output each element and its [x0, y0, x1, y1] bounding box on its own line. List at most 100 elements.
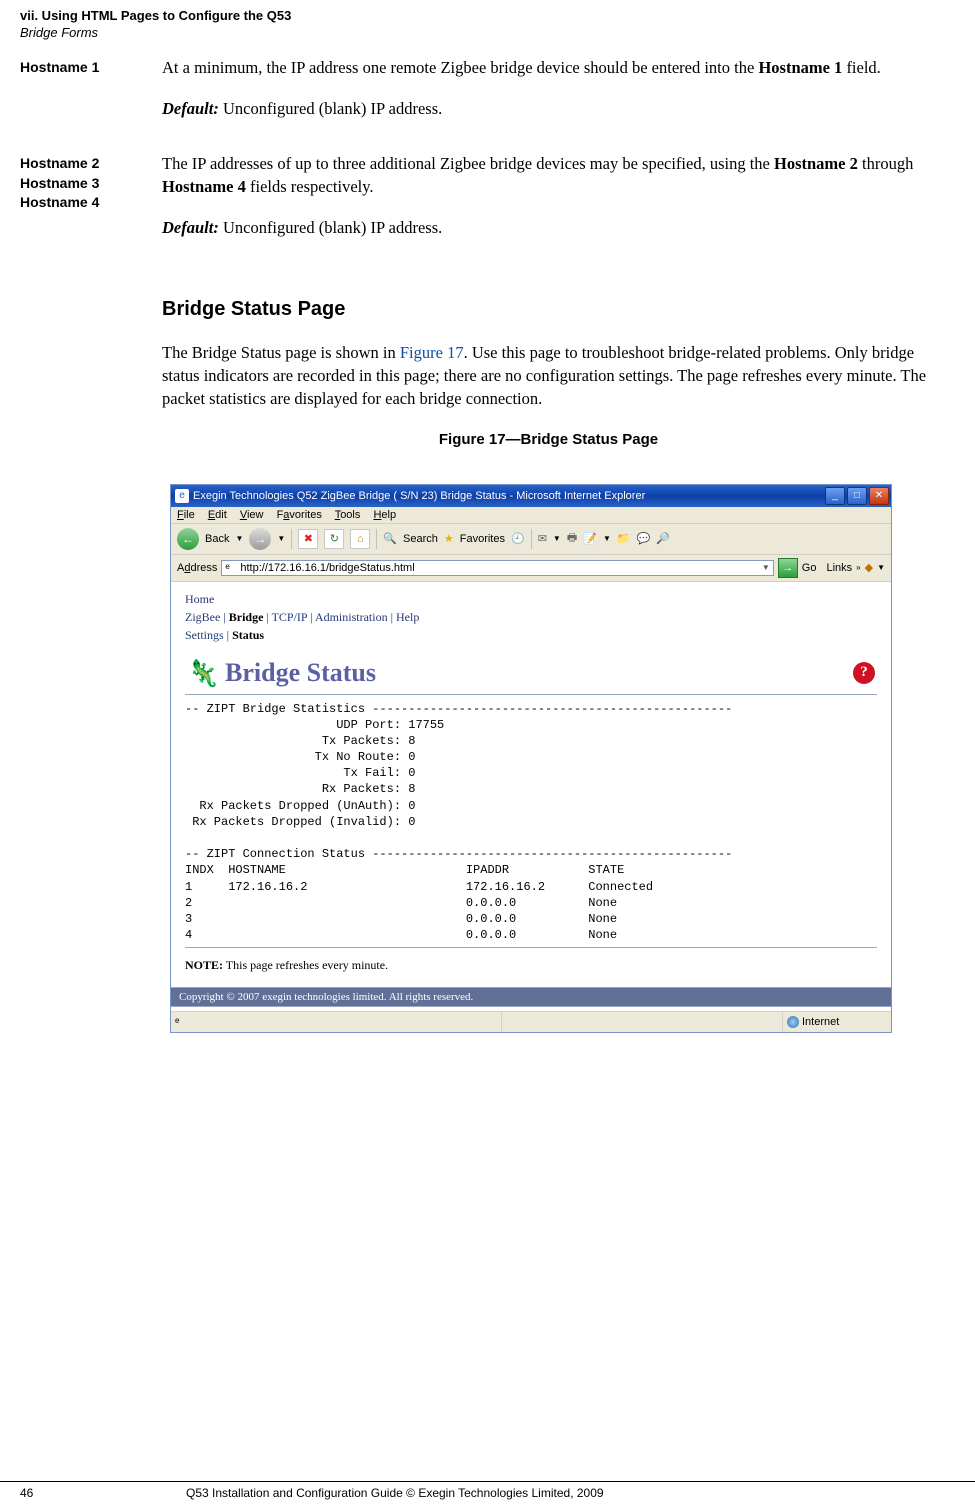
status-mid [502, 1012, 783, 1032]
crumb-status[interactable]: Status [232, 628, 264, 642]
address-url: http://172.16.16.1/bridgeStatus.html [240, 562, 414, 574]
folder-icon[interactable]: 📁 [617, 532, 631, 545]
norton-icon[interactable]: ◆ [865, 561, 873, 574]
bridge-status-header: 🦎 Bridge Status ? [185, 658, 877, 694]
page-icon: e [225, 562, 237, 574]
crumb-bridge[interactable]: Bridge [229, 610, 264, 624]
back-dropdown-icon[interactable]: ▼ [235, 534, 243, 543]
status-zone: Internet [783, 1012, 891, 1032]
refresh-note: NOTE: This page refreshes every minute. [185, 947, 877, 983]
hostname234-default: Default: Unconfigured (blank) IP address… [162, 216, 935, 239]
ie-icon: e [175, 489, 189, 503]
page-header-line2: Bridge Forms [20, 25, 955, 42]
status-zone-text: Internet [802, 1016, 839, 1028]
edit-dropdown-icon[interactable]: ▼ [603, 534, 611, 543]
bridge-status-paragraph: The Bridge Status page is shown in Figur… [162, 341, 935, 410]
note-rest: This page refreshes every minute. [223, 958, 388, 972]
hostname1-text-c: field. [842, 58, 881, 77]
page-number: 46 [20, 1486, 60, 1500]
edit-icon[interactable]: 📝 [583, 532, 597, 545]
hostname1-default-text: Unconfigured (blank) IP address. [219, 99, 442, 118]
favorites-icon[interactable]: ★ [444, 532, 454, 545]
back-button[interactable]: ← [177, 528, 199, 550]
mail-icon[interactable]: ✉ [538, 532, 547, 545]
toolbar-separator-3 [531, 529, 532, 549]
hostname234-paragraph: The IP addresses of up to three addition… [162, 152, 935, 198]
history-icon[interactable]: 🕘 [511, 532, 525, 545]
crumb-settings[interactable]: Settings [185, 628, 224, 642]
go-button[interactable]: → [778, 558, 798, 578]
address-field[interactable]: e http://172.16.16.1/bridgeStatus.html ▼ [221, 560, 773, 576]
research-icon[interactable]: 🔎 [656, 532, 670, 545]
breadcrumb: Home ZigBee | Bridge | TCP/IP | Administ… [185, 590, 877, 644]
home-button[interactable]: ⌂ [350, 529, 370, 549]
menu-tools[interactable]: Tools [335, 509, 361, 521]
search-icon[interactable]: 🔍 [383, 532, 397, 545]
crumb-help[interactable]: Help [396, 610, 419, 624]
browser-screenshot: e Exegin Technologies Q52 ZigBee Bridge … [170, 484, 892, 1034]
refresh-button[interactable]: ↻ [324, 529, 344, 549]
page-header-line1: vii. Using HTML Pages to Configure the Q… [20, 8, 955, 25]
toolbar-separator-2 [376, 529, 377, 549]
address-bar: Address e http://172.16.16.1/bridgeStatu… [171, 555, 891, 582]
status-bar: e Internet [171, 1011, 891, 1032]
toolbar: ← Back ▼ → ▼ ✖ ↻ ⌂ 🔍 Search ★ Favorites … [171, 524, 891, 555]
menu-favorites[interactable]: Favorites [277, 509, 322, 521]
hostname2-label: Hostname 2 [20, 154, 162, 174]
hostname234-bold2: Hostname 4 [162, 177, 246, 196]
page-content: Home ZigBee | Bridge | TCP/IP | Administ… [171, 582, 891, 1012]
hostname1-default: Default: Unconfigured (blank) IP address… [162, 97, 935, 120]
discuss-icon[interactable]: 💬 [637, 532, 651, 545]
toolbar-separator [291, 529, 292, 549]
hostname1-label: Hostname 1 [20, 56, 162, 138]
hostname4-label: Hostname 4 [20, 193, 162, 213]
hostname234-default-text: Unconfigured (blank) IP address. [219, 218, 442, 237]
bridge-status-text-a: The Bridge Status page is shown in [162, 343, 400, 362]
address-label: Address [177, 562, 217, 574]
forward-dropdown-icon[interactable]: ▼ [277, 534, 285, 543]
hostname234-text-c: through [858, 154, 913, 173]
search-label[interactable]: Search [403, 533, 438, 545]
window-titlebar: e Exegin Technologies Q52 ZigBee Bridge … [171, 485, 891, 507]
globe-icon [787, 1016, 799, 1028]
close-button[interactable]: ✕ [869, 487, 889, 505]
hostname234-bold1: Hostname 2 [774, 154, 858, 173]
figure-17-link[interactable]: Figure 17 [400, 343, 464, 362]
forward-button[interactable]: → [249, 528, 271, 550]
copyright-line: Copyright © 2007 exegin technologies lim… [171, 987, 891, 1007]
stop-button[interactable]: ✖ [298, 529, 318, 549]
menu-view[interactable]: View [240, 509, 264, 521]
hostname234-text-e: fields respectively. [246, 177, 374, 196]
links-label[interactable]: Links [826, 562, 852, 574]
favorites-label[interactable]: Favorites [460, 533, 505, 545]
crumb-admin[interactable]: Administration [315, 610, 388, 624]
menu-file[interactable]: File [177, 509, 195, 521]
menu-help[interactable]: Help [373, 509, 396, 521]
minimize-button[interactable]: _ [825, 487, 845, 505]
crumb-home[interactable]: Home [185, 592, 214, 606]
bridge-status-title: Bridge Status [225, 658, 376, 688]
address-dropdown-icon[interactable]: ▼ [762, 563, 770, 572]
norton-dropdown-icon[interactable]: ▼ [877, 563, 885, 572]
help-icon[interactable]: ? [853, 662, 875, 684]
footer-text: Q53 Installation and Configuration Guide… [60, 1486, 955, 1500]
print-icon[interactable]: 🖶 [567, 529, 577, 548]
bridge-statistics-output: -- ZIPT Bridge Statistics --------------… [185, 694, 877, 944]
bridge-status-heading: Bridge Status Page [162, 295, 935, 323]
go-label: Go [802, 562, 817, 574]
back-label[interactable]: Back [205, 533, 229, 545]
menu-edit[interactable]: Edit [208, 509, 227, 521]
crumb-tcpip[interactable]: TCP/IP [272, 610, 308, 624]
hostname1-bold: Hostname 1 [758, 58, 842, 77]
links-chevron-icon[interactable]: » [856, 563, 860, 572]
menubar: File Edit View Favorites Tools Help [171, 507, 891, 524]
page-footer: 46 Q53 Installation and Configuration Gu… [0, 1481, 975, 1500]
lizard-icon: 🦎 [187, 661, 217, 685]
hostname234-default-label: Default: [162, 218, 219, 237]
status-left: e [171, 1012, 502, 1032]
note-strong: NOTE: [185, 958, 223, 972]
window-title: Exegin Technologies Q52 ZigBee Bridge ( … [193, 490, 825, 502]
mail-dropdown-icon[interactable]: ▼ [553, 534, 561, 543]
maximize-button[interactable]: □ [847, 487, 867, 505]
crumb-zigbee[interactable]: ZigBee [185, 610, 220, 624]
